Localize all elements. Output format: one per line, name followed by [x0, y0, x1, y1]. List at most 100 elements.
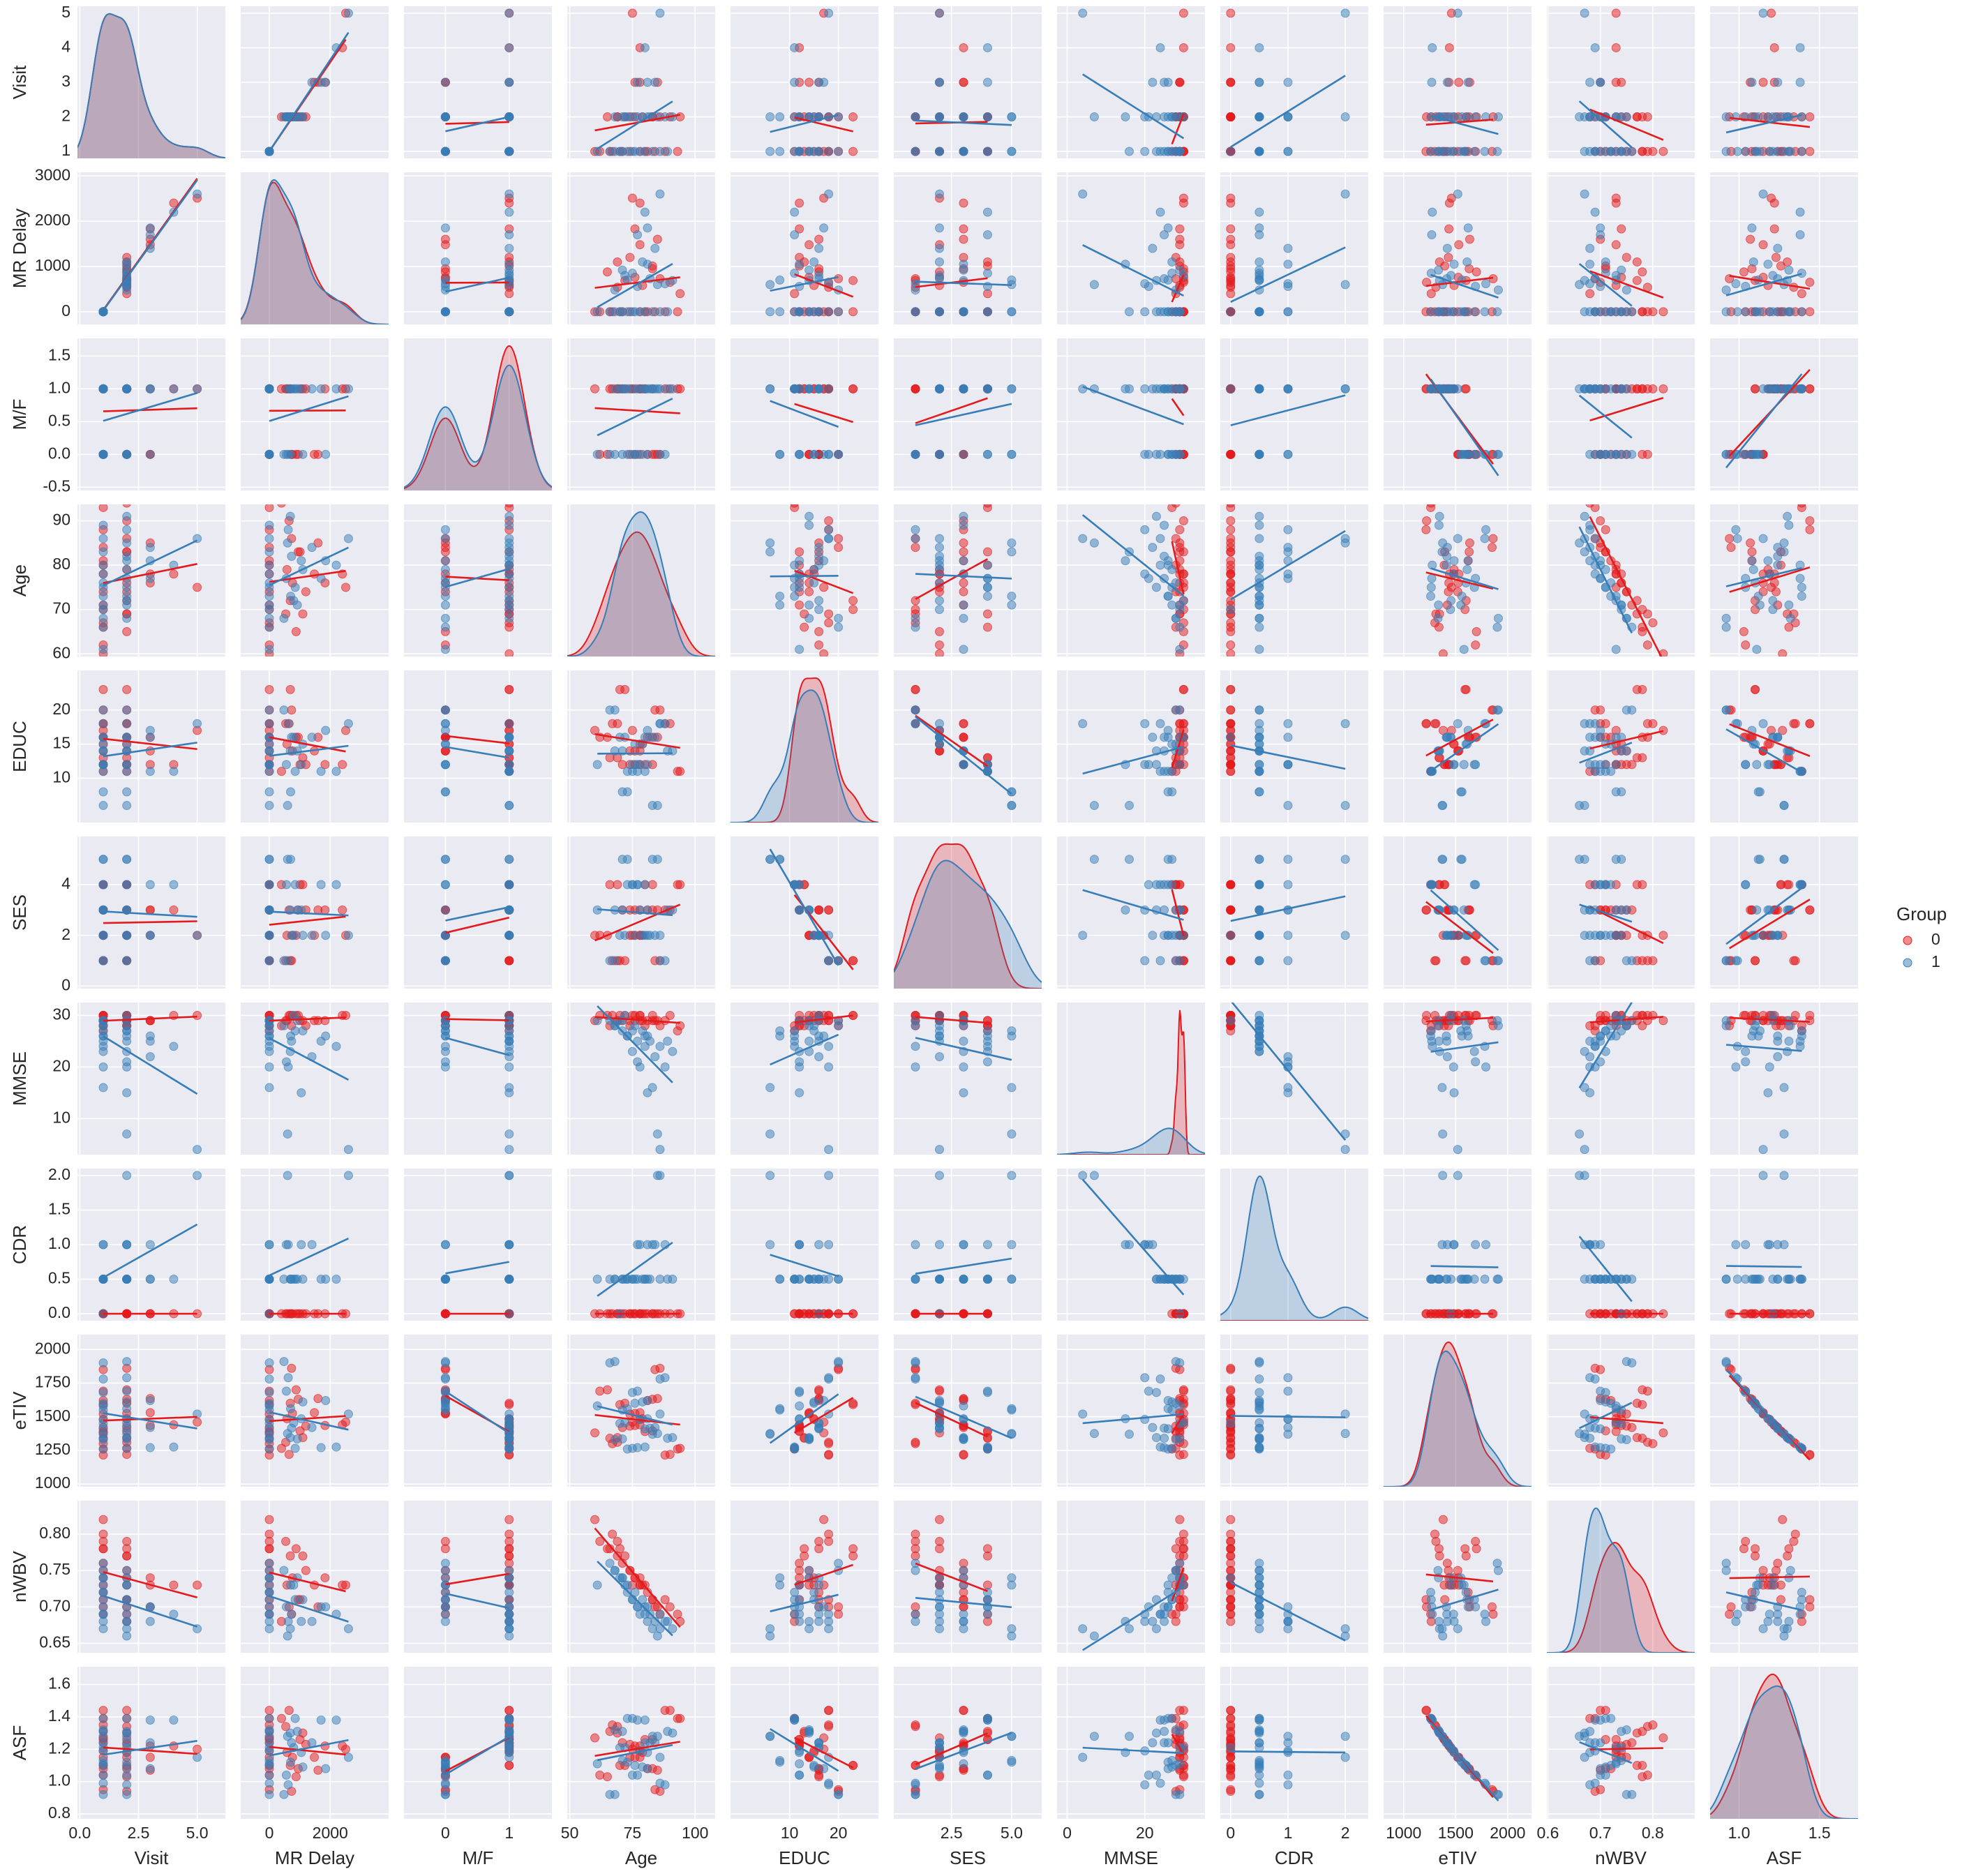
regression-line — [103, 737, 197, 751]
scatter-point — [911, 1021, 920, 1030]
panel — [1220, 6, 1368, 158]
scatter-point — [1426, 307, 1436, 317]
panel-marks — [911, 8, 1017, 156]
scatter-point — [1622, 705, 1631, 715]
regression-line — [1589, 730, 1664, 750]
scatter-point — [1779, 547, 1789, 557]
scatter-point — [1648, 618, 1658, 628]
regression-line — [1725, 566, 1802, 587]
scatter-point — [122, 511, 132, 521]
panel-background — [77, 6, 225, 158]
scatter-point — [1725, 534, 1735, 543]
scatter-point — [193, 1010, 202, 1020]
scatter-point — [615, 307, 624, 317]
scatter-point — [650, 733, 660, 742]
scatter-point — [504, 931, 514, 940]
regression-line — [445, 276, 510, 293]
scatter-point — [1155, 719, 1165, 728]
kde-curve — [404, 364, 552, 488]
scatter-point — [824, 307, 834, 317]
scatter-point — [911, 449, 920, 459]
scatter-point — [1226, 538, 1236, 548]
scatter-point — [959, 449, 968, 459]
panel — [894, 338, 1042, 490]
scatter-point — [1746, 234, 1755, 244]
scatter-point — [959, 1088, 968, 1097]
scatter-point — [775, 592, 785, 601]
scatter-point — [1596, 77, 1605, 87]
scatter-point — [655, 1042, 665, 1051]
panel-marks — [440, 855, 514, 966]
scatter-point — [1590, 705, 1600, 715]
panel — [77, 1003, 225, 1155]
scatter-point — [1255, 511, 1264, 521]
scatter-point — [982, 1026, 992, 1036]
scatter-point — [1783, 880, 1792, 890]
regression-line — [594, 733, 680, 749]
scatter-point — [675, 880, 685, 890]
scatter-point — [1481, 956, 1491, 966]
panel-background — [404, 172, 552, 324]
scatter-point — [1784, 265, 1794, 275]
scatter-point — [1758, 931, 1768, 940]
regression-line — [597, 263, 673, 308]
scatter-point — [1434, 147, 1444, 156]
scatter-point — [1340, 931, 1350, 940]
scatter-point — [321, 1031, 331, 1041]
scatter-point — [1596, 449, 1605, 459]
panel — [77, 836, 225, 989]
scatter-point — [297, 556, 306, 566]
regression-line — [1171, 274, 1185, 303]
scatter-point — [1175, 147, 1185, 156]
scatter-point — [504, 573, 514, 583]
scatter-point — [1148, 77, 1158, 87]
scatter-point — [1751, 384, 1760, 393]
scatter-point — [982, 592, 992, 601]
scatter-point — [1178, 684, 1188, 694]
regression-line — [103, 742, 197, 758]
scatter-point — [298, 931, 308, 940]
scatter-point — [1340, 855, 1350, 864]
panel — [77, 6, 225, 158]
scatter-point — [98, 931, 108, 940]
scatter-point — [504, 956, 514, 966]
regression-line — [794, 117, 853, 133]
scatter-point — [848, 605, 858, 615]
scatter-point — [1444, 43, 1454, 52]
regression-line — [1230, 744, 1346, 770]
scatter-point — [1748, 257, 1758, 267]
scatter-point — [982, 547, 992, 557]
scatter-point — [655, 307, 665, 317]
scatter-point — [1795, 573, 1805, 583]
regression-line — [915, 119, 1012, 126]
scatter-point — [1140, 279, 1150, 289]
scatter-point — [834, 543, 844, 553]
scatter-point — [264, 1083, 274, 1093]
scatter-point — [1721, 285, 1731, 295]
scatter-point — [264, 719, 274, 728]
scatter-point — [647, 307, 657, 317]
panel — [567, 6, 715, 158]
panel-background — [731, 172, 878, 324]
scatter-point — [1007, 449, 1017, 459]
scatter-point — [800, 622, 809, 632]
scatter-point — [605, 880, 615, 890]
scatter-point — [264, 547, 274, 557]
scatter-point — [635, 198, 645, 208]
scatter-point — [98, 307, 108, 317]
scatter-point — [790, 77, 800, 87]
panel-background — [77, 338, 225, 490]
scatter-point — [1753, 787, 1763, 797]
scatter-point — [982, 384, 992, 393]
scatter-point — [504, 733, 514, 742]
scatter-point — [1089, 112, 1099, 122]
scatter-point — [959, 556, 968, 566]
scatter-point — [1580, 276, 1589, 285]
scatter-point — [652, 1129, 662, 1139]
scatter-point — [169, 767, 179, 776]
scatter-point — [1178, 516, 1188, 526]
scatter-point — [193, 384, 202, 393]
scatter-point — [655, 719, 665, 728]
scatter-point — [1596, 516, 1605, 526]
scatter-point — [795, 147, 804, 156]
